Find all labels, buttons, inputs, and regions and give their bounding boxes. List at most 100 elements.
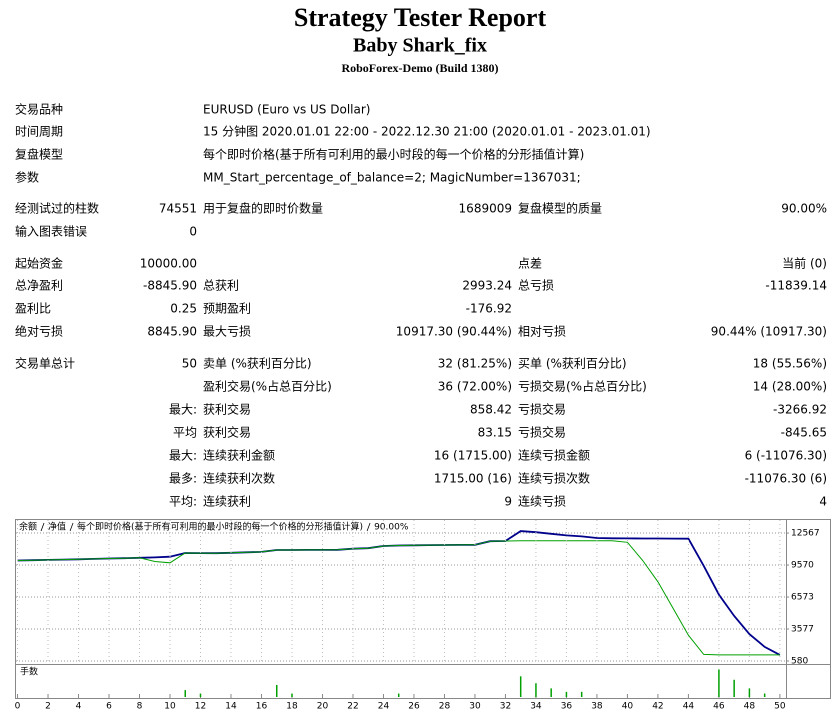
stat-value: 10000.00 bbox=[140, 257, 197, 271]
stat-value: 16 (1715.00) bbox=[434, 449, 512, 463]
stat-label: 亏损交易(%占总百分比) bbox=[518, 379, 647, 394]
stat-label: 交易单总计 bbox=[15, 356, 75, 371]
annotation: 90.00% bbox=[374, 523, 409, 533]
x-tick-label: 36 bbox=[561, 702, 573, 712]
chart-frame bbox=[15, 519, 831, 699]
y-tick-label: 12567 bbox=[791, 529, 820, 539]
x-tick-label: 26 bbox=[408, 702, 420, 712]
stat-label: 盈利比 bbox=[15, 302, 51, 316]
stat-value: 90.00% bbox=[781, 202, 827, 216]
x-tick-label: 16 bbox=[256, 702, 268, 712]
stat-value: 50 bbox=[182, 357, 197, 371]
stat-value: 10917.30 (90.44%) bbox=[396, 325, 512, 339]
x-tick-label: 18 bbox=[286, 702, 298, 712]
x-tick-label: 20 bbox=[317, 702, 329, 712]
setting-label: 交易品种 bbox=[15, 102, 63, 117]
legend-entry: 余额 bbox=[19, 521, 37, 533]
stat-value: -845.65 bbox=[781, 426, 827, 440]
stat-label: 总亏损 bbox=[518, 279, 554, 293]
stat-label: 点差 bbox=[518, 257, 542, 271]
setting-value: MM_Start_percentage_of_balance=2; MagicN… bbox=[203, 171, 581, 185]
x-tick-label: 40 bbox=[622, 702, 634, 712]
x-tick-label: 6 bbox=[106, 702, 112, 712]
stat-value: 18 (55.56%) bbox=[753, 357, 827, 371]
y-tick-label: 580 bbox=[791, 657, 808, 667]
stat-value: 4 bbox=[819, 495, 827, 509]
x-tick-label: 32 bbox=[500, 702, 511, 712]
stat-label: 总净盈利 bbox=[15, 279, 63, 293]
x-tick-label: 24 bbox=[378, 702, 390, 712]
stat-value: 2993.24 bbox=[462, 279, 512, 293]
stat-label: 输入图表错误 bbox=[15, 224, 87, 239]
stat-value: 1715.00 (16) bbox=[434, 472, 512, 486]
stat-value: 平均 bbox=[173, 426, 197, 440]
stat-value: 90.44% (10917.30) bbox=[711, 325, 827, 339]
x-tick-label: 30 bbox=[469, 702, 481, 712]
stat-label: 相对亏损 bbox=[518, 325, 566, 339]
stat-value: -11839.14 bbox=[765, 279, 827, 293]
legend-entry: 净值 bbox=[48, 521, 66, 533]
report-title: Strategy Tester Report bbox=[294, 3, 547, 32]
x-tick-label: 4 bbox=[76, 702, 82, 712]
stat-value: 当前 (0) bbox=[782, 256, 827, 271]
stat-value: 0 bbox=[189, 225, 197, 239]
y-tick-label: 3577 bbox=[791, 625, 814, 635]
x-tick-label: 44 bbox=[683, 702, 695, 712]
stat-value: 36 (72.00%) bbox=[438, 380, 512, 394]
stat-label: 起始资金 bbox=[15, 256, 63, 271]
stat-value: -11076.30 (6) bbox=[745, 472, 827, 486]
legend-separator bbox=[366, 522, 371, 532]
stat-label: 连续获利 bbox=[203, 494, 251, 509]
stat-value: 9 bbox=[504, 495, 512, 509]
stat-label: 最大亏损 bbox=[203, 325, 251, 339]
stat-value: -176.92 bbox=[466, 302, 512, 316]
stat-label: 预期盈利 bbox=[203, 302, 251, 316]
series-line bbox=[17, 530, 781, 656]
setting-label: 时间周期 bbox=[15, 125, 63, 139]
stat-value: -3266.92 bbox=[773, 403, 827, 417]
legend-separator bbox=[40, 522, 45, 532]
stat-label: 连续获利金额 bbox=[203, 448, 275, 463]
x-tick-label: 28 bbox=[439, 702, 451, 712]
stat-label: 亏损交易 bbox=[518, 425, 566, 440]
x-tick-label: 14 bbox=[225, 702, 237, 712]
stat-value: 14 (28.00%) bbox=[753, 380, 827, 394]
stat-label: 连续获利次数 bbox=[203, 471, 275, 486]
x-tick-label: 0 bbox=[15, 702, 21, 712]
stat-value: 最多: bbox=[169, 472, 197, 486]
series-line bbox=[17, 540, 780, 656]
x-tick-label: 42 bbox=[652, 702, 663, 712]
x-tick-label: 12 bbox=[195, 702, 206, 712]
broker: RoboForex-Demo (Build 1380) bbox=[341, 61, 498, 75]
panel-title: 手数 bbox=[20, 666, 38, 678]
stat-label: 连续亏损次数 bbox=[518, 471, 590, 486]
x-tick-label: 2 bbox=[45, 702, 51, 712]
x-tick-label: 22 bbox=[347, 702, 358, 712]
stat-label: 绝对亏损 bbox=[15, 324, 63, 339]
x-tick-label: 50 bbox=[774, 702, 786, 712]
stat-value: -8845.90 bbox=[143, 279, 197, 293]
annotation: 每个即时价格(基于所有可利用的最小时段的每一个价格的分形插值计算) bbox=[77, 521, 363, 533]
setting-value: 每个即时价格(基于所有可利用的最小时段的每一个价格的分形插值计算) bbox=[203, 147, 584, 162]
x-tick-label: 38 bbox=[591, 702, 603, 712]
setting-value: EURUSD (Euro vs US Dollar) bbox=[203, 103, 370, 117]
stat-label: 亏损交易 bbox=[518, 402, 566, 417]
setting-value: 15 分钟图 2020.01.01 22:00 - 2022.12.30 21:… bbox=[203, 124, 651, 139]
y-tick-label: 6573 bbox=[791, 593, 814, 603]
stat-label: 连续亏损金额 bbox=[518, 448, 590, 463]
stat-value: 83.15 bbox=[478, 426, 512, 440]
legend-separator bbox=[69, 522, 74, 532]
x-tick-label: 8 bbox=[137, 702, 143, 712]
x-tick-label: 48 bbox=[744, 702, 756, 712]
stat-value: 8845.90 bbox=[147, 325, 197, 339]
stat-value: 最大: bbox=[169, 449, 197, 463]
x-tick-label: 34 bbox=[530, 702, 542, 712]
stat-value: 74551 bbox=[159, 202, 197, 216]
setting-label: 参数 bbox=[15, 170, 39, 185]
stat-label: 总获利 bbox=[203, 279, 239, 293]
stat-label: 盈利交易(%占总百分比) bbox=[203, 379, 332, 394]
x-tick-label: 10 bbox=[164, 702, 176, 712]
stat-label: 复盘模型的质量 bbox=[518, 201, 602, 216]
